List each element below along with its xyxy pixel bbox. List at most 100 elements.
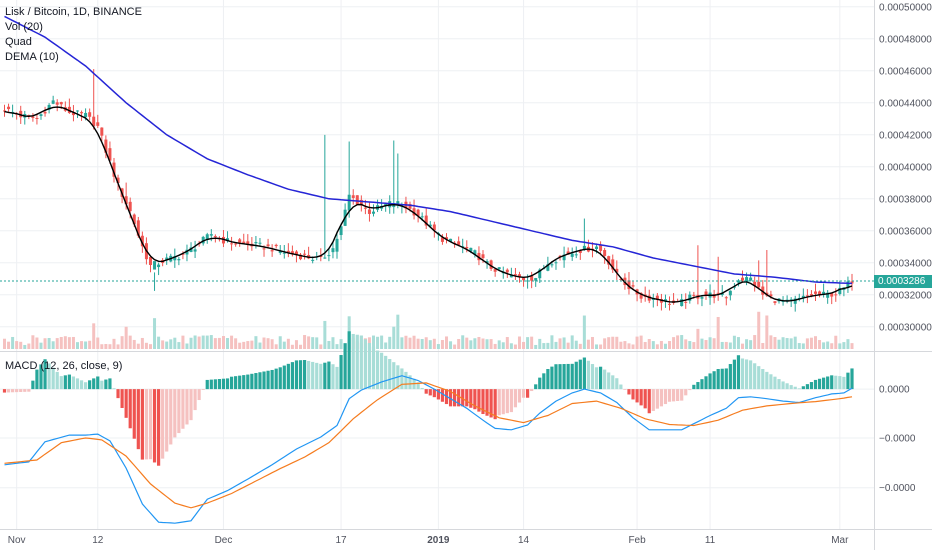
macd-histogram-bar bbox=[822, 377, 826, 390]
volume-bar bbox=[3, 338, 6, 349]
macd-title[interactable]: MACD (12, 26, close, 9) bbox=[5, 360, 123, 372]
volume-bar bbox=[116, 344, 120, 349]
candle-body bbox=[505, 269, 509, 273]
volume-bar bbox=[226, 338, 230, 349]
volume-bar bbox=[611, 336, 615, 349]
volume-bar bbox=[400, 337, 404, 349]
volume-bar bbox=[465, 337, 469, 349]
volume-bar bbox=[761, 342, 765, 349]
volume-bar bbox=[376, 336, 380, 349]
volume-bar bbox=[19, 341, 23, 349]
price-axis[interactable]: 0.00050000 0.00048000 0.00046000 0.00044000… bbox=[879, 2, 932, 333]
volume-bar bbox=[100, 344, 104, 349]
volume-bar bbox=[169, 339, 173, 349]
volume-bar bbox=[753, 335, 757, 349]
candle-body bbox=[43, 111, 47, 114]
volume-bar bbox=[420, 339, 424, 349]
volume-bar bbox=[473, 338, 477, 349]
volume-bar bbox=[254, 336, 258, 349]
macd-histogram-bar bbox=[112, 388, 116, 390]
macd-histogram-bar bbox=[777, 379, 781, 390]
volume-bar bbox=[449, 341, 453, 349]
candle-body bbox=[684, 301, 688, 303]
time-tick-label: 17 bbox=[336, 535, 348, 546]
macd-histogram-bar bbox=[830, 375, 834, 390]
candle-body bbox=[773, 301, 777, 304]
macd-histogram-bar bbox=[497, 389, 501, 416]
macd-axis[interactable]: 0.0000 −0.0000 −0.0000 bbox=[879, 385, 916, 495]
macd-histogram-bar bbox=[724, 368, 728, 390]
volume-bar bbox=[505, 337, 509, 349]
candle-body bbox=[238, 239, 242, 243]
macd-histogram-bar bbox=[136, 389, 140, 450]
candle-body bbox=[822, 291, 826, 295]
macd-histogram-bar bbox=[63, 375, 67, 390]
volume-bar bbox=[246, 341, 250, 349]
macd-histogram-bar bbox=[250, 373, 254, 390]
candle-body bbox=[724, 297, 728, 299]
candle-body bbox=[789, 299, 793, 301]
volume-bar bbox=[838, 343, 842, 349]
macd-histogram-bar bbox=[611, 375, 615, 390]
symbol-title[interactable]: Lisk / Bitcoin, 1D, BINANCE bbox=[5, 6, 142, 18]
time-tick-label: 11 bbox=[705, 535, 716, 546]
macd-histogram-bar bbox=[209, 379, 213, 390]
macd-histogram-bar bbox=[181, 389, 185, 429]
macd-histogram-bar bbox=[655, 389, 659, 409]
macd-histogram-bar bbox=[493, 389, 497, 420]
volume-bar bbox=[140, 337, 144, 349]
volume-bar bbox=[493, 343, 497, 349]
candle-body bbox=[165, 257, 169, 261]
macd-histogram-bar bbox=[457, 389, 461, 407]
candle-body bbox=[749, 277, 753, 281]
volume-bar bbox=[128, 335, 132, 349]
candle-body bbox=[254, 242, 258, 244]
volume-bar bbox=[546, 342, 550, 349]
volume-bar bbox=[274, 344, 278, 349]
macd-histogram-bar bbox=[562, 364, 566, 390]
candle-body bbox=[615, 268, 619, 273]
indicator-quad-label[interactable]: Quad bbox=[5, 36, 32, 48]
macd-histogram-bar bbox=[380, 352, 384, 390]
candle-body bbox=[136, 220, 140, 236]
macd-histogram-bar bbox=[79, 380, 84, 390]
macd-histogram-bar bbox=[278, 367, 282, 390]
price-tick-label: 0.00036000 bbox=[879, 226, 932, 237]
candle-body bbox=[157, 264, 161, 268]
macd-histogram-bar bbox=[627, 389, 631, 395]
candle-body bbox=[538, 269, 542, 279]
macd-histogram-bar bbox=[2, 389, 7, 393]
candle-body bbox=[367, 209, 371, 214]
volume-bar bbox=[655, 344, 659, 349]
volume-bar bbox=[818, 340, 822, 349]
volume-bar bbox=[153, 318, 157, 349]
time-tick-label: 14 bbox=[518, 535, 530, 546]
macd-histogram-bar bbox=[335, 366, 339, 390]
macd-histogram-bar bbox=[124, 389, 128, 418]
volume-bar bbox=[846, 339, 850, 349]
candle-body bbox=[477, 252, 481, 261]
macd-histogram-bar bbox=[643, 389, 647, 409]
macd-histogram-bar bbox=[842, 376, 846, 390]
chart-legend: Lisk / Bitcoin, 1D, BINANCE Vol (20) Qua… bbox=[5, 5, 142, 65]
price-tick-label: 0.00038000 bbox=[879, 194, 932, 205]
time-axis[interactable]: Nov 12 Dec 17 2019 14 Feb 11 Mar bbox=[8, 535, 849, 546]
volume-bar bbox=[35, 337, 39, 349]
macd-histogram-bar bbox=[688, 389, 692, 391]
macd-histogram-bar bbox=[570, 363, 574, 390]
volume-bar bbox=[424, 337, 428, 349]
volume-bar bbox=[335, 344, 339, 349]
volume-bar bbox=[311, 337, 315, 349]
candle-body bbox=[481, 254, 485, 259]
macd-histogram-bar bbox=[517, 389, 522, 403]
price-tick-label: 0.00044000 bbox=[879, 98, 932, 109]
macd-histogram-bar bbox=[84, 382, 88, 390]
time-tick-label: Nov bbox=[8, 535, 26, 546]
candle-body bbox=[526, 280, 530, 282]
indicator-dema-label[interactable]: DEMA (10) bbox=[5, 51, 59, 63]
candle-body bbox=[193, 249, 197, 252]
candle-body bbox=[517, 274, 521, 277]
indicator-vol-label[interactable]: Vol (20) bbox=[5, 21, 43, 33]
volume-bar bbox=[299, 344, 303, 349]
